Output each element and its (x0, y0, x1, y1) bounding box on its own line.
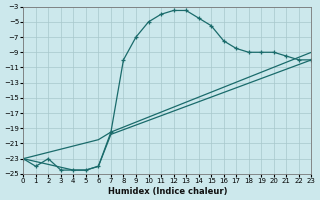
X-axis label: Humidex (Indice chaleur): Humidex (Indice chaleur) (108, 187, 227, 196)
